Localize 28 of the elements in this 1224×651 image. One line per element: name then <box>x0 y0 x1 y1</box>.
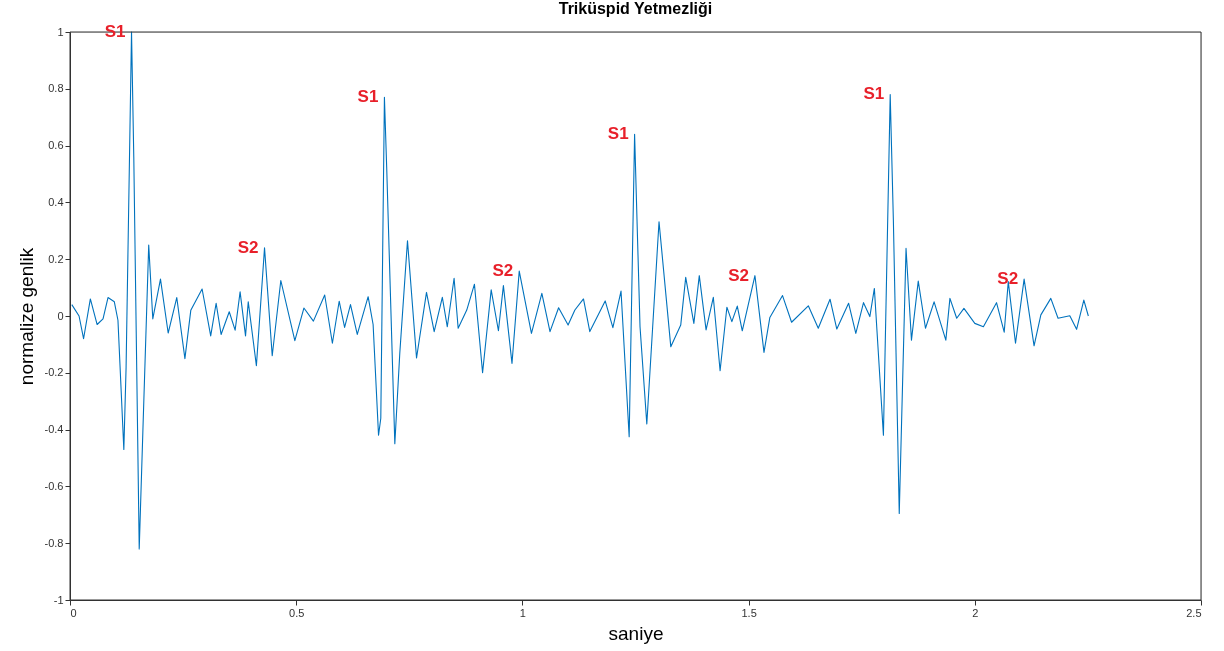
annotation: S2 <box>237 237 259 257</box>
annotation: S1 <box>104 22 126 41</box>
annotation: S1 <box>607 124 629 144</box>
y-tick-label: 0 <box>57 309 64 322</box>
y-axis-title: normalize genlik <box>15 247 37 386</box>
y-tick-label: -0.2 <box>44 366 64 379</box>
x-tick-label: 2.5 <box>1186 606 1202 619</box>
y-tick-label: 0.2 <box>48 252 64 265</box>
x-tick-label: 0 <box>70 606 77 619</box>
annotation: S1 <box>357 87 379 107</box>
chart-title: Triküspid Yetmezliği <box>558 0 713 17</box>
y-tick-label: -0.6 <box>44 479 64 492</box>
y-tick-label: 0.6 <box>48 139 64 152</box>
x-tick-label: 1 <box>519 606 526 619</box>
y-tick-label: -1 <box>53 593 64 606</box>
x-axis-title: saniye <box>608 622 664 644</box>
x-tick-label: 1.5 <box>741 606 757 619</box>
x-tick-label: 0.5 <box>289 606 305 619</box>
y-tick-label: -0.4 <box>44 423 64 436</box>
annotation: S1 <box>863 84 885 104</box>
annotation: S2 <box>492 261 514 281</box>
annotation: S2 <box>997 269 1019 289</box>
annotation: S2 <box>728 265 749 285</box>
y-tick-label: -0.8 <box>44 536 64 549</box>
y-tick-label: 1 <box>57 25 64 38</box>
y-tick-label: 0.4 <box>48 195 64 208</box>
x-tick-label: 2 <box>972 606 979 619</box>
y-tick-label: 0.8 <box>48 82 64 95</box>
